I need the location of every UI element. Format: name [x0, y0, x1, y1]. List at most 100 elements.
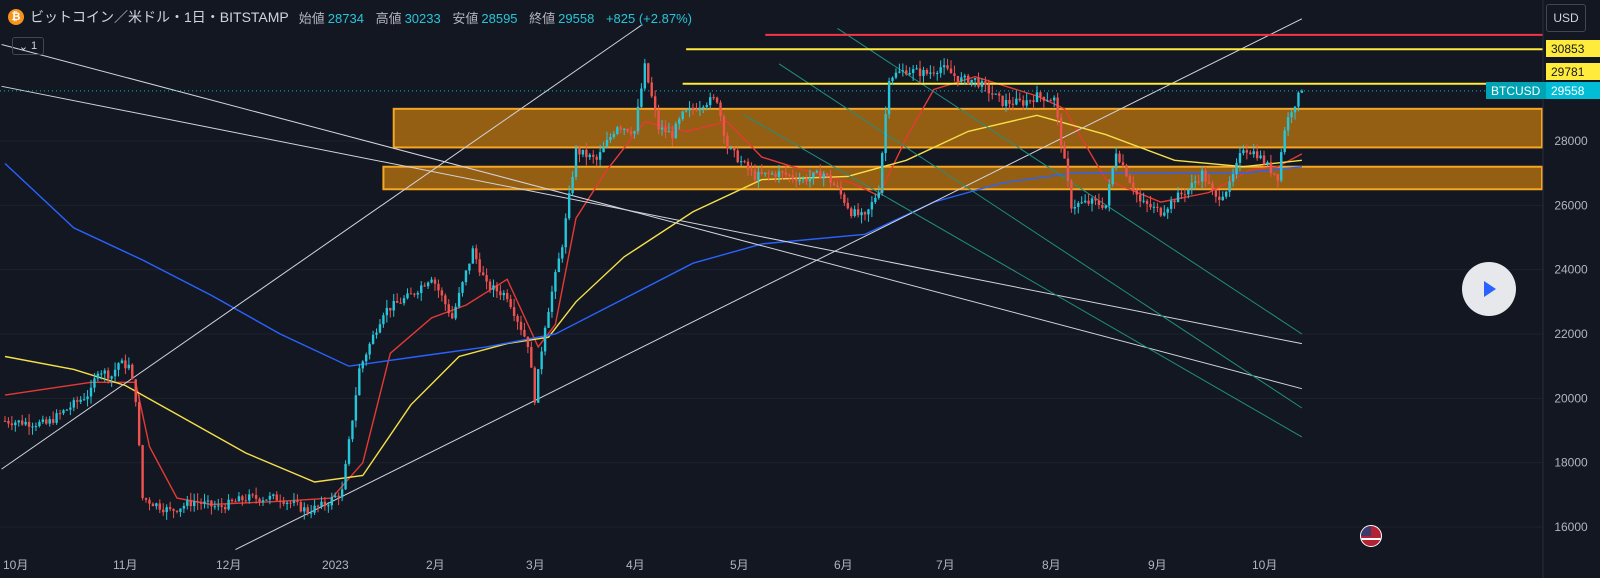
- candle-body: [1077, 203, 1080, 207]
- candle-body: [203, 501, 206, 504]
- candle-body: [991, 93, 994, 95]
- candle-body: [863, 212, 867, 215]
- time-tick-label: 10月: [3, 558, 28, 572]
- candle-body: [406, 293, 409, 299]
- candle-body: [1114, 153, 1118, 169]
- candle-body: [688, 107, 691, 111]
- candle-body: [757, 172, 760, 181]
- last-price-tag: 29558: [1546, 82, 1600, 99]
- candle-body: [633, 131, 636, 134]
- candle-body: [502, 292, 505, 296]
- trend-line: [1, 44, 1303, 390]
- candle-body: [963, 75, 966, 78]
- candle-body: [715, 97, 719, 103]
- candle-body: [629, 131, 633, 134]
- candle-body: [774, 173, 777, 177]
- candle-body: [478, 259, 481, 273]
- candle-body: [1049, 100, 1052, 102]
- candle-body: [385, 307, 389, 316]
- candle-body: [554, 272, 557, 292]
- candle-body: [832, 183, 836, 186]
- candle-body: [1059, 117, 1063, 146]
- candle-body: [196, 501, 199, 503]
- candle-body: [1169, 200, 1173, 209]
- price-tag-level-2: 29781: [1546, 63, 1600, 80]
- ohlc-values: 始値 28734 高値 30233 安値 28595 終値 29558 +825 (+2…: [299, 8, 695, 27]
- candle-body: [898, 71, 901, 73]
- candle-body: [860, 212, 863, 216]
- price-tag-level-1: 30853: [1546, 40, 1600, 57]
- candle-body: [244, 500, 247, 502]
- candle-body: [292, 500, 296, 503]
- open-value: 28734: [327, 10, 364, 26]
- candle-body: [653, 96, 657, 111]
- support-resistance-zones: [382, 107, 1544, 191]
- candle-body: [1090, 198, 1094, 204]
- play-icon: [1484, 281, 1496, 297]
- candle-body: [1225, 191, 1228, 197]
- candle-body: [272, 494, 275, 496]
- candle-body: [1200, 170, 1204, 182]
- candle-body: [1190, 182, 1193, 190]
- us-flag-event-icon[interactable]: [1360, 525, 1382, 547]
- candle-body: [313, 505, 316, 513]
- candle-body: [468, 263, 471, 271]
- candle-body: [1290, 112, 1293, 118]
- candle-body: [241, 496, 244, 501]
- indicators-toggle-button[interactable]: ⌄ 1: [12, 37, 44, 55]
- candle-body: [58, 413, 62, 415]
- candle-body: [574, 147, 578, 177]
- trend-line: [837, 27, 1303, 335]
- candle-body: [457, 292, 461, 307]
- high-label: 高値: [375, 10, 402, 26]
- candle-body: [186, 500, 189, 506]
- candle-body: [850, 208, 853, 217]
- candle-body: [337, 495, 340, 498]
- candle-body: [426, 282, 430, 287]
- candle-body: [1204, 170, 1207, 182]
- candle-body: [1280, 152, 1283, 181]
- candle-body: [27, 421, 31, 427]
- candle-body: [509, 299, 512, 308]
- candle-body: [1159, 207, 1163, 216]
- candle-body: [647, 63, 650, 83]
- candle-body: [684, 110, 688, 112]
- candle-body: [856, 209, 860, 216]
- candle-body: [953, 73, 956, 76]
- price-tick-label: 22000: [1554, 327, 1588, 341]
- candle-body: [585, 149, 588, 158]
- candle-body: [1083, 200, 1087, 203]
- candle-body: [351, 420, 354, 440]
- candle-body: [475, 248, 478, 260]
- symbol-title[interactable]: ビットコイン／米ドル・1日・BITSTAMP: [30, 9, 289, 25]
- candle-body: [69, 407, 72, 410]
- candle-body: [1238, 153, 1242, 163]
- play-button[interactable]: [1462, 262, 1516, 316]
- candle-body: [674, 123, 677, 139]
- candle-body: [1207, 181, 1211, 184]
- candle-body: [82, 399, 86, 401]
- candle-body: [213, 506, 217, 508]
- time-tick-label: 12月: [216, 558, 241, 572]
- candle-body: [925, 70, 929, 74]
- currency-button[interactable]: USD: [1546, 4, 1586, 32]
- candle-body: [1255, 151, 1259, 159]
- price-zone: [392, 107, 1544, 149]
- candle-body: [1108, 184, 1111, 206]
- candle-body: [162, 509, 165, 513]
- candle-body: [1283, 130, 1286, 153]
- candle-body: [918, 68, 922, 76]
- candle-body: [530, 346, 533, 368]
- candle-body: [994, 93, 997, 95]
- candle-body: [1125, 165, 1128, 177]
- candle-body: [932, 72, 935, 74]
- candle-body: [557, 258, 561, 273]
- candle-body: [616, 127, 619, 134]
- moving-average-line: [4, 75, 1303, 506]
- candle-body: [970, 79, 973, 84]
- candle-body: [870, 202, 874, 210]
- candle-body: [867, 209, 870, 215]
- candle-body: [516, 315, 519, 322]
- candle-body: [1166, 208, 1169, 213]
